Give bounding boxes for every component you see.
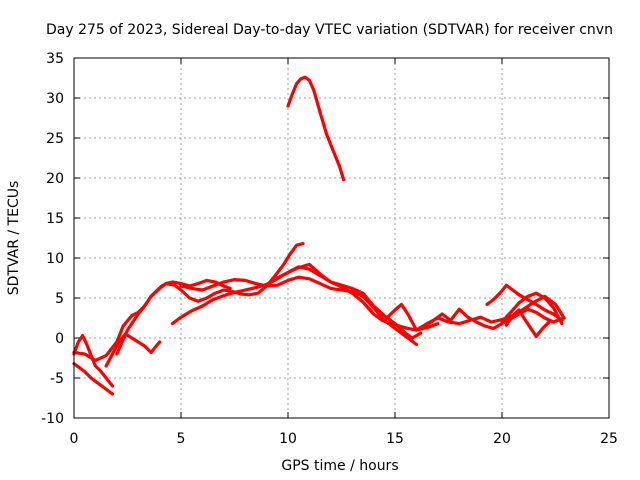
y-axis-label: SDTVAR / TECUs bbox=[6, 181, 22, 296]
series-arc-9 bbox=[286, 75, 346, 182]
series-arc-2 bbox=[72, 334, 115, 388]
plot-frame bbox=[73, 57, 610, 419]
x-tick-label: 25 bbox=[600, 431, 618, 447]
x-tick-label: 5 bbox=[177, 431, 186, 447]
x-tick-label: 20 bbox=[493, 431, 511, 447]
series-arc-7 bbox=[179, 275, 418, 346]
y-tick-label: -10 bbox=[41, 411, 64, 427]
data-series bbox=[72, 75, 566, 396]
x-tick-label: 0 bbox=[70, 431, 79, 447]
series-arc-1 bbox=[72, 362, 115, 396]
series-arc-14 bbox=[504, 308, 551, 338]
series-arc-8 bbox=[275, 262, 423, 340]
grid-lines bbox=[74, 58, 609, 418]
y-tick-label: 15 bbox=[46, 211, 64, 227]
y-tick-label: 25 bbox=[46, 131, 64, 147]
y-tick-label: 35 bbox=[46, 51, 64, 67]
y-tick-label: 20 bbox=[46, 171, 64, 187]
y-tick-label: 10 bbox=[46, 251, 64, 267]
x-tick-label: 10 bbox=[279, 431, 297, 447]
chart-title: Day 275 of 2023, Sidereal Day-to-day VTE… bbox=[46, 22, 613, 38]
y-tick-label: 0 bbox=[55, 331, 64, 347]
y-tick-label: 30 bbox=[46, 91, 64, 107]
series-arc-5 bbox=[115, 242, 305, 356]
y-tick-label: 5 bbox=[55, 291, 64, 307]
series-arc-13 bbox=[500, 291, 564, 326]
x-axis-label: GPS time / hours bbox=[281, 458, 398, 474]
series-arc-11 bbox=[414, 294, 566, 332]
series-arc-10 bbox=[382, 302, 564, 332]
x-tick-label: 15 bbox=[386, 431, 404, 447]
axis-ticks: -10 -5 0 5 10 15 20 25 30 35 0 5 10 15 20 25 bbox=[41, 51, 618, 447]
series-arc-3 bbox=[72, 278, 232, 362]
series-arc-12 bbox=[485, 283, 564, 322]
series-arc-4 bbox=[104, 332, 162, 368]
y-tick-label: -5 bbox=[50, 371, 64, 387]
